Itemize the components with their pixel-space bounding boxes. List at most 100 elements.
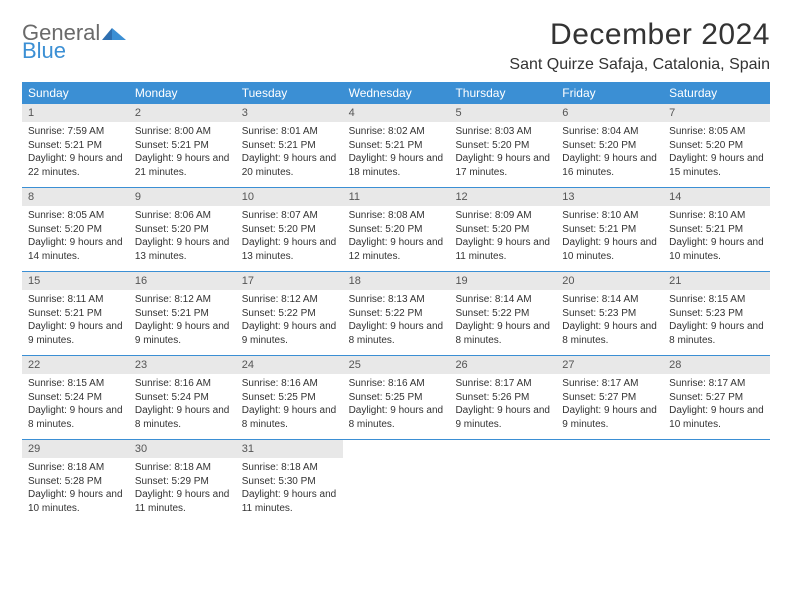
day-body: Sunrise: 8:13 AMSunset: 5:22 PMDaylight:… xyxy=(343,290,450,355)
sunset-text: Sunset: 5:24 PM xyxy=(28,391,123,405)
daylight-text: Daylight: 9 hours and 18 minutes. xyxy=(349,152,444,179)
daylight-text: Daylight: 9 hours and 8 minutes. xyxy=(135,404,230,431)
day-cell: 15Sunrise: 8:11 AMSunset: 5:21 PMDayligh… xyxy=(22,272,129,355)
daylight-text: Daylight: 9 hours and 20 minutes. xyxy=(242,152,337,179)
weekday-cell: Sunday xyxy=(22,82,129,104)
daylight-text: Daylight: 9 hours and 11 minutes. xyxy=(135,488,230,515)
week-row: 22Sunrise: 8:15 AMSunset: 5:24 PMDayligh… xyxy=(22,356,770,440)
sunset-text: Sunset: 5:22 PM xyxy=(455,307,550,321)
sunrise-text: Sunrise: 8:17 AM xyxy=(562,377,657,391)
daylight-text: Daylight: 9 hours and 11 minutes. xyxy=(455,236,550,263)
daylight-text: Daylight: 9 hours and 9 minutes. xyxy=(28,320,123,347)
day-body: Sunrise: 8:17 AMSunset: 5:27 PMDaylight:… xyxy=(556,374,663,439)
weekday-cell: Saturday xyxy=(663,82,770,104)
day-number: 12 xyxy=(449,188,556,206)
header: General Blue December 2024 Sant Quirze S… xyxy=(22,18,770,74)
sunrise-text: Sunrise: 8:17 AM xyxy=(669,377,764,391)
day-cell: 8Sunrise: 8:05 AMSunset: 5:20 PMDaylight… xyxy=(22,188,129,271)
day-body: Sunrise: 8:05 AMSunset: 5:20 PMDaylight:… xyxy=(663,122,770,187)
day-number: 14 xyxy=(663,188,770,206)
day-number: 19 xyxy=(449,272,556,290)
day-cell: 21Sunrise: 8:15 AMSunset: 5:23 PMDayligh… xyxy=(663,272,770,355)
day-cell: 2Sunrise: 8:00 AMSunset: 5:21 PMDaylight… xyxy=(129,104,236,187)
sunrise-text: Sunrise: 7:59 AM xyxy=(28,125,123,139)
day-cell: 24Sunrise: 8:16 AMSunset: 5:25 PMDayligh… xyxy=(236,356,343,439)
daylight-text: Daylight: 9 hours and 13 minutes. xyxy=(135,236,230,263)
sunset-text: Sunset: 5:20 PM xyxy=(349,223,444,237)
day-cell: 14Sunrise: 8:10 AMSunset: 5:21 PMDayligh… xyxy=(663,188,770,271)
sunset-text: Sunset: 5:20 PM xyxy=(455,223,550,237)
daylight-text: Daylight: 9 hours and 12 minutes. xyxy=(349,236,444,263)
weekday-cell: Monday xyxy=(129,82,236,104)
day-number: 27 xyxy=(556,356,663,374)
sunset-text: Sunset: 5:28 PM xyxy=(28,475,123,489)
sunrise-text: Sunrise: 8:16 AM xyxy=(242,377,337,391)
day-body: Sunrise: 8:17 AMSunset: 5:26 PMDaylight:… xyxy=(449,374,556,439)
day-cell: 7Sunrise: 8:05 AMSunset: 5:20 PMDaylight… xyxy=(663,104,770,187)
day-body: Sunrise: 8:04 AMSunset: 5:20 PMDaylight:… xyxy=(556,122,663,187)
daylight-text: Daylight: 9 hours and 9 minutes. xyxy=(242,320,337,347)
daylight-text: Daylight: 9 hours and 9 minutes. xyxy=(135,320,230,347)
sunset-text: Sunset: 5:29 PM xyxy=(135,475,230,489)
week-row: 15Sunrise: 8:11 AMSunset: 5:21 PMDayligh… xyxy=(22,272,770,356)
sunrise-text: Sunrise: 8:14 AM xyxy=(455,293,550,307)
weekday-header-row: SundayMondayTuesdayWednesdayThursdayFrid… xyxy=(22,82,770,104)
day-body: Sunrise: 8:15 AMSunset: 5:24 PMDaylight:… xyxy=(22,374,129,439)
sunset-text: Sunset: 5:27 PM xyxy=(669,391,764,405)
day-cell: 10Sunrise: 8:07 AMSunset: 5:20 PMDayligh… xyxy=(236,188,343,271)
day-body: Sunrise: 8:00 AMSunset: 5:21 PMDaylight:… xyxy=(129,122,236,187)
day-number: 26 xyxy=(449,356,556,374)
daylight-text: Daylight: 9 hours and 8 minutes. xyxy=(455,320,550,347)
week-row: 8Sunrise: 8:05 AMSunset: 5:20 PMDaylight… xyxy=(22,188,770,272)
day-body: Sunrise: 8:16 AMSunset: 5:25 PMDaylight:… xyxy=(343,374,450,439)
sunrise-text: Sunrise: 8:05 AM xyxy=(28,209,123,223)
weekday-cell: Tuesday xyxy=(236,82,343,104)
day-number: 8 xyxy=(22,188,129,206)
sunset-text: Sunset: 5:21 PM xyxy=(28,307,123,321)
sunrise-text: Sunrise: 8:01 AM xyxy=(242,125,337,139)
day-cell: 6Sunrise: 8:04 AMSunset: 5:20 PMDaylight… xyxy=(556,104,663,187)
day-cell: 13Sunrise: 8:10 AMSunset: 5:21 PMDayligh… xyxy=(556,188,663,271)
day-number: 6 xyxy=(556,104,663,122)
sunrise-text: Sunrise: 8:14 AM xyxy=(562,293,657,307)
sunrise-text: Sunrise: 8:18 AM xyxy=(28,461,123,475)
sunset-text: Sunset: 5:25 PM xyxy=(349,391,444,405)
day-number: 28 xyxy=(663,356,770,374)
day-cell: 17Sunrise: 8:12 AMSunset: 5:22 PMDayligh… xyxy=(236,272,343,355)
empty-day-cell xyxy=(343,440,450,523)
day-cell: 19 Sunrise: 8:14 AMSunset: 5:22 PMDayligh… xyxy=(449,272,556,355)
sunrise-text: Sunrise: 8:00 AM xyxy=(135,125,230,139)
day-body: Sunrise: 8:06 AMSunset: 5:20 PMDaylight:… xyxy=(129,206,236,271)
day-cell: 1Sunrise: 7:59 AMSunset: 5:21 PMDaylight… xyxy=(22,104,129,187)
calendar: SundayMondayTuesdayWednesdayThursdayFrid… xyxy=(22,82,770,523)
day-number: 4 xyxy=(343,104,450,122)
day-body: Sunrise: 8:03 AMSunset: 5:20 PMDaylight:… xyxy=(449,122,556,187)
sunset-text: Sunset: 5:20 PM xyxy=(28,223,123,237)
day-number: 16 xyxy=(129,272,236,290)
empty-day-cell xyxy=(449,440,556,523)
sunrise-text: Sunrise: 8:18 AM xyxy=(242,461,337,475)
weekday-cell: Thursday xyxy=(449,82,556,104)
day-cell: 4Sunrise: 8:02 AMSunset: 5:21 PMDaylight… xyxy=(343,104,450,187)
day-body: Sunrise: 8:10 AMSunset: 5:21 PMDaylight:… xyxy=(663,206,770,271)
day-body: Sunrise: 8:17 AMSunset: 5:27 PMDaylight:… xyxy=(663,374,770,439)
sunset-text: Sunset: 5:30 PM xyxy=(242,475,337,489)
weekday-cell: Wednesday xyxy=(343,82,450,104)
day-cell: 26Sunrise: 8:17 AMSunset: 5:26 PMDayligh… xyxy=(449,356,556,439)
day-number: 7 xyxy=(663,104,770,122)
sunset-text: Sunset: 5:22 PM xyxy=(349,307,444,321)
day-number: 11 xyxy=(343,188,450,206)
sunset-text: Sunset: 5:20 PM xyxy=(242,223,337,237)
sunset-text: Sunset: 5:23 PM xyxy=(669,307,764,321)
daylight-text: Daylight: 9 hours and 13 minutes. xyxy=(242,236,337,263)
sunset-text: Sunset: 5:21 PM xyxy=(349,139,444,153)
day-number: 29 xyxy=(22,440,129,458)
logo: General Blue xyxy=(22,22,128,62)
daylight-text: Daylight: 9 hours and 22 minutes. xyxy=(28,152,123,179)
daylight-text: Daylight: 9 hours and 17 minutes. xyxy=(455,152,550,179)
sunset-text: Sunset: 5:20 PM xyxy=(455,139,550,153)
day-number: 17 xyxy=(236,272,343,290)
day-cell: 27Sunrise: 8:17 AMSunset: 5:27 PMDayligh… xyxy=(556,356,663,439)
empty-day-cell xyxy=(663,440,770,523)
sunset-text: Sunset: 5:21 PM xyxy=(135,139,230,153)
